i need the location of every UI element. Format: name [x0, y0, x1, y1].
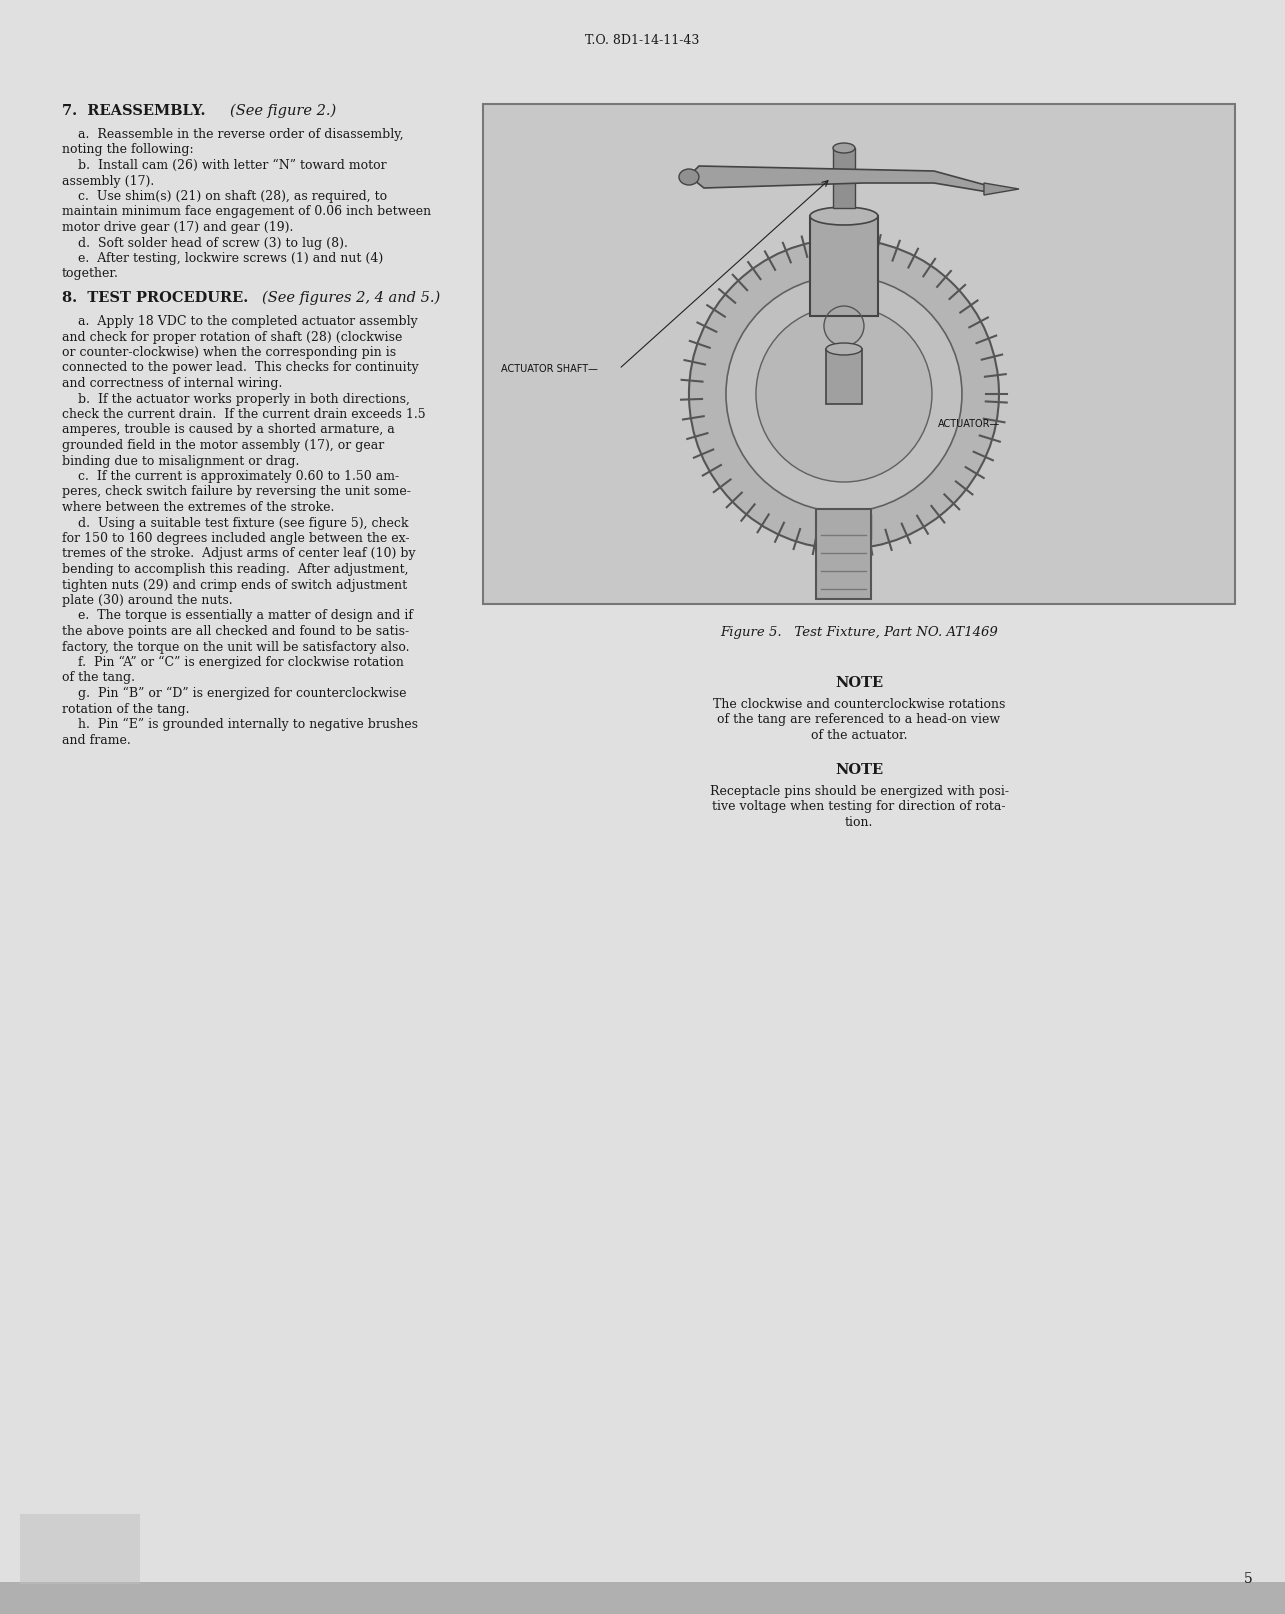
Ellipse shape: [810, 207, 878, 224]
Bar: [21, 1514, 140, 1583]
Text: e.  After testing, lockwire screws (1) and nut (4): e. After testing, lockwire screws (1) an…: [62, 252, 383, 265]
Polygon shape: [689, 166, 995, 194]
Text: plate (30) around the nuts.: plate (30) around the nuts.: [62, 594, 233, 607]
Text: binding due to misalignment or drag.: binding due to misalignment or drag.: [62, 455, 299, 468]
Text: maintain minimum face engagement of 0.06 inch between: maintain minimum face engagement of 0.06…: [62, 205, 432, 218]
Text: and check for proper rotation of shaft (28) (clockwise: and check for proper rotation of shaft (…: [62, 331, 402, 344]
Text: factory, the torque on the unit will be satisfactory also.: factory, the torque on the unit will be …: [62, 641, 410, 654]
Text: h.  Pin “E” is grounded internally to negative brushes: h. Pin “E” is grounded internally to neg…: [62, 718, 418, 731]
Text: grounded field in the motor assembly (17), or gear: grounded field in the motor assembly (17…: [62, 439, 384, 452]
Circle shape: [689, 239, 998, 549]
Text: g.  Pin “B” or “D” is energized for counterclockwise: g. Pin “B” or “D” is energized for count…: [62, 688, 406, 700]
Text: ACTUATOR—: ACTUATOR—: [938, 420, 1000, 429]
Text: motor drive gear (17) and gear (19).: motor drive gear (17) and gear (19).: [62, 221, 293, 234]
Text: Figure 5.   Test Fixture, Part NO. AT1469: Figure 5. Test Fixture, Part NO. AT1469: [720, 626, 998, 639]
Ellipse shape: [833, 144, 855, 153]
Text: c.  If the current is approximately 0.60 to 1.50 am-: c. If the current is approximately 0.60 …: [62, 470, 400, 483]
Text: c.  Use shim(s) (21) on shaft (28), as required, to: c. Use shim(s) (21) on shaft (28), as re…: [62, 190, 387, 203]
Text: rotation of the tang.: rotation of the tang.: [62, 702, 189, 715]
Text: and correctness of internal wiring.: and correctness of internal wiring.: [62, 378, 283, 391]
Text: a.  Apply 18 VDC to the completed actuator assembly: a. Apply 18 VDC to the completed actuato…: [62, 315, 418, 328]
Text: peres, check switch failure by reversing the unit some-: peres, check switch failure by reversing…: [62, 486, 411, 499]
Text: the above points are all checked and found to be satis-: the above points are all checked and fou…: [62, 625, 409, 638]
Text: The clockwise and counterclockwise rotations: The clockwise and counterclockwise rotat…: [713, 697, 1005, 712]
Text: T.O. 8D1-14-11-43: T.O. 8D1-14-11-43: [585, 34, 700, 47]
Text: 8.  TEST PROCEDURE.: 8. TEST PROCEDURE.: [62, 291, 248, 305]
Text: ACTUATOR SHAFT—: ACTUATOR SHAFT—: [501, 365, 598, 374]
Text: b.  If the actuator works properly in both directions,: b. If the actuator works properly in bot…: [62, 392, 410, 405]
Bar: [816, 508, 871, 599]
Text: amperes, trouble is caused by a shorted armature, a: amperes, trouble is caused by a shorted …: [62, 423, 394, 436]
Text: 7.  REASSEMBLY.: 7. REASSEMBLY.: [62, 103, 206, 118]
Text: f.  Pin “A” or “C” is energized for clockwise rotation: f. Pin “A” or “C” is energized for clock…: [62, 655, 403, 670]
Text: of the actuator.: of the actuator.: [811, 730, 907, 742]
Text: for 150 to 160 degrees included angle between the ex-: for 150 to 160 degrees included angle be…: [62, 533, 410, 546]
Text: of the tang.: of the tang.: [62, 671, 135, 684]
Bar: [483, 103, 1235, 604]
Circle shape: [726, 276, 962, 512]
Bar: [833, 148, 855, 208]
Text: together.: together.: [62, 268, 120, 281]
Text: bending to accomplish this reading.  After adjustment,: bending to accomplish this reading. Afte…: [62, 563, 409, 576]
Text: Receptacle pins should be energized with posi-: Receptacle pins should be energized with…: [709, 784, 1009, 797]
Text: assembly (17).: assembly (17).: [62, 174, 154, 187]
Circle shape: [824, 307, 864, 345]
Text: NOTE: NOTE: [835, 762, 883, 776]
Text: or counter-clockwise) when the corresponding pin is: or counter-clockwise) when the correspon…: [62, 345, 396, 358]
Polygon shape: [984, 182, 1019, 195]
Bar: [0, 1582, 1285, 1614]
Text: check the current drain.  If the current drain exceeds 1.5: check the current drain. If the current …: [62, 408, 425, 421]
Text: of the tang are referenced to a head-on view: of the tang are referenced to a head-on …: [717, 713, 1001, 726]
Text: tighten nuts (29) and crimp ends of switch adjustment: tighten nuts (29) and crimp ends of swit…: [62, 578, 407, 591]
Circle shape: [756, 307, 932, 483]
Ellipse shape: [826, 344, 862, 355]
Text: (See figure 2.): (See figure 2.): [230, 103, 337, 118]
Bar: [816, 513, 871, 539]
Text: tive voltage when testing for direction of rota-: tive voltage when testing for direction …: [712, 801, 1006, 813]
Text: a.  Reassemble in the reverse order of disassembly,: a. Reassemble in the reverse order of di…: [62, 128, 403, 140]
Text: (See figures 2, 4 and 5.): (See figures 2, 4 and 5.): [262, 291, 441, 305]
Text: d.  Soft solder head of screw (3) to lug (8).: d. Soft solder head of screw (3) to lug …: [62, 237, 348, 250]
Bar: [826, 349, 862, 404]
Text: e.  The torque is essentially a matter of design and if: e. The torque is essentially a matter of…: [62, 610, 412, 623]
Text: and frame.: and frame.: [62, 733, 131, 747]
Text: tion.: tion.: [844, 815, 874, 828]
Text: tremes of the stroke.  Adjust arms of center leaf (10) by: tremes of the stroke. Adjust arms of cen…: [62, 547, 415, 560]
Text: where between the extremes of the stroke.: where between the extremes of the stroke…: [62, 500, 334, 513]
Text: noting the following:: noting the following:: [62, 144, 194, 157]
Text: connected to the power lead.  This checks for continuity: connected to the power lead. This checks…: [62, 362, 419, 374]
Ellipse shape: [678, 169, 699, 186]
Text: NOTE: NOTE: [835, 676, 883, 691]
Text: 5: 5: [1244, 1572, 1253, 1587]
Text: b.  Install cam (26) with letter “N” toward motor: b. Install cam (26) with letter “N” towa…: [62, 160, 387, 173]
Text: d.  Using a suitable test fixture (see figure 5), check: d. Using a suitable test fixture (see fi…: [62, 516, 409, 529]
Bar: [810, 216, 878, 316]
